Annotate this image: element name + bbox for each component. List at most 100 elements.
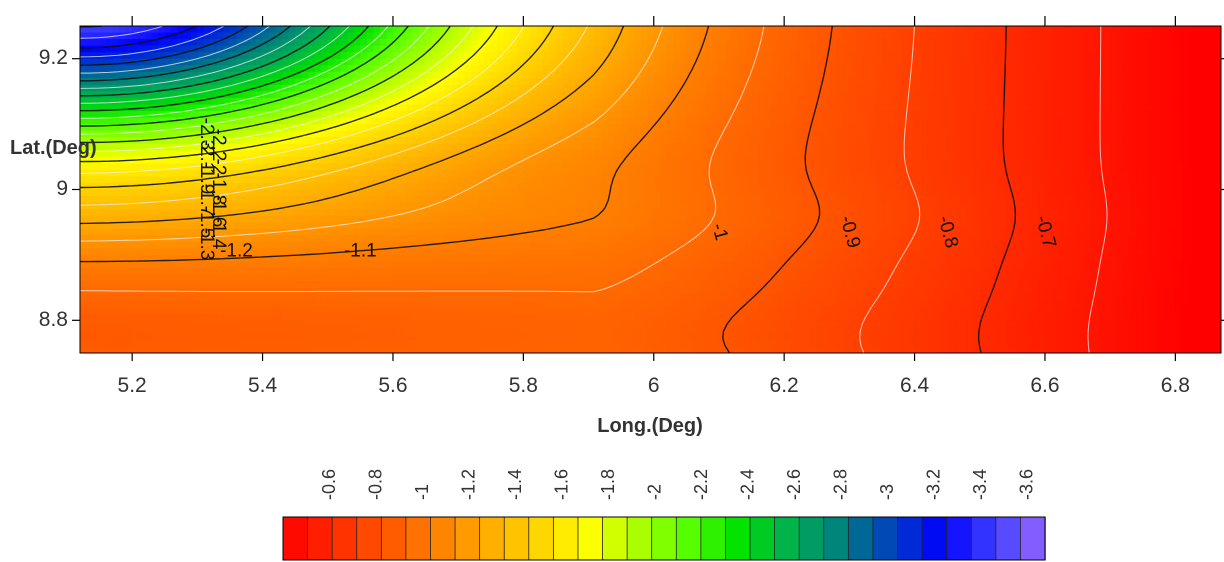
heat-cell bbox=[529, 150, 537, 158]
heat-cell bbox=[86, 71, 94, 79]
heat-cell bbox=[406, 117, 414, 125]
heat-cell bbox=[588, 307, 596, 315]
heat-cell bbox=[490, 189, 498, 197]
heat-cell bbox=[223, 169, 231, 178]
heat-cell bbox=[614, 287, 622, 295]
heat-cell bbox=[673, 182, 681, 191]
heat-cell bbox=[216, 97, 225, 106]
heat-cell bbox=[216, 163, 225, 171]
heat-cell bbox=[86, 32, 94, 40]
heat-cell bbox=[458, 215, 466, 223]
heat-cell bbox=[471, 78, 479, 86]
heat-cell bbox=[679, 222, 687, 230]
heat-cell bbox=[445, 267, 453, 276]
heat-cell bbox=[458, 307, 466, 315]
heat-cell bbox=[373, 156, 381, 164]
heat-cell bbox=[705, 130, 714, 138]
heat-cell bbox=[119, 58, 127, 66]
heat-cell bbox=[425, 39, 433, 47]
heat-cell bbox=[80, 52, 88, 60]
heat-cell bbox=[464, 163, 472, 171]
heat-cell bbox=[438, 58, 446, 66]
heat-cell bbox=[86, 104, 94, 112]
heat-cell bbox=[80, 26, 88, 34]
heat-cell bbox=[119, 124, 127, 132]
heat-cell bbox=[608, 71, 616, 79]
heat-cell bbox=[686, 65, 694, 73]
heat-cell bbox=[275, 320, 283, 328]
heat-cell bbox=[334, 241, 342, 249]
heat-cell bbox=[132, 215, 140, 223]
heat-cell bbox=[555, 326, 564, 334]
heat-cell bbox=[308, 58, 316, 66]
heat-cell bbox=[627, 189, 635, 197]
heat-cell bbox=[510, 52, 518, 60]
heat-cell bbox=[119, 254, 127, 263]
heat-cell bbox=[497, 202, 505, 210]
heat-cell bbox=[640, 294, 648, 302]
heat-cell bbox=[288, 339, 296, 348]
heat-cell bbox=[256, 71, 264, 79]
heat-cell bbox=[529, 65, 537, 73]
heat-cell bbox=[164, 130, 172, 138]
heat-cell bbox=[112, 124, 120, 132]
heat-cell bbox=[145, 39, 153, 47]
heat-cell bbox=[138, 326, 146, 334]
heat-cell bbox=[138, 196, 146, 204]
heat-cell bbox=[412, 150, 420, 158]
heat-cell bbox=[542, 65, 551, 73]
heat-cell bbox=[471, 235, 479, 243]
heat-cell bbox=[288, 124, 296, 132]
heat-cell bbox=[366, 176, 374, 184]
heat-cell bbox=[673, 111, 681, 119]
heat-cell bbox=[249, 300, 257, 308]
heat-cell bbox=[542, 346, 551, 353]
heat-cell bbox=[151, 222, 159, 230]
heat-cell bbox=[705, 339, 714, 348]
heat-cell bbox=[419, 39, 427, 47]
heat-cell bbox=[301, 241, 309, 249]
heat-cell bbox=[679, 104, 687, 112]
heat-cell bbox=[529, 104, 537, 112]
heat-cell bbox=[366, 137, 374, 145]
heat-cell bbox=[99, 313, 107, 321]
heat-cell bbox=[379, 267, 388, 276]
heat-cell bbox=[666, 84, 674, 92]
heat-cell bbox=[334, 228, 342, 236]
heat-cell bbox=[419, 320, 427, 328]
heat-cell bbox=[497, 346, 505, 353]
heat-cell bbox=[588, 91, 596, 99]
heat-cell bbox=[203, 222, 211, 230]
heat-cell bbox=[360, 65, 368, 73]
heat-cell bbox=[432, 104, 440, 112]
heat-cell bbox=[216, 26, 225, 34]
heat-cell bbox=[490, 163, 498, 171]
heat-cell bbox=[692, 97, 700, 106]
heat-cell bbox=[666, 261, 674, 269]
heat-cell bbox=[177, 182, 185, 191]
heat-cell bbox=[712, 320, 720, 328]
heat-cell bbox=[236, 346, 244, 353]
heat-cell bbox=[569, 97, 577, 106]
heat-cell bbox=[562, 235, 570, 243]
heat-cell bbox=[666, 52, 674, 60]
heat-cell bbox=[679, 156, 687, 164]
heat-cell bbox=[686, 143, 694, 151]
heat-cell bbox=[99, 163, 107, 171]
heat-cell bbox=[705, 333, 714, 341]
heat-cell bbox=[80, 261, 88, 269]
heat-cell bbox=[249, 150, 257, 158]
heat-cell bbox=[243, 274, 251, 282]
heat-cell bbox=[692, 320, 700, 328]
heat-cell bbox=[484, 346, 492, 353]
heat-cell bbox=[243, 333, 251, 341]
heat-cell bbox=[327, 248, 335, 256]
heat-cell bbox=[712, 58, 720, 66]
heat-cell bbox=[340, 274, 348, 282]
heat-cell bbox=[288, 163, 296, 171]
heat-cell bbox=[340, 137, 348, 145]
heat-cell bbox=[269, 26, 277, 34]
heat-cell bbox=[516, 241, 524, 249]
heat-cell bbox=[569, 169, 577, 178]
heat-cell bbox=[249, 326, 257, 334]
